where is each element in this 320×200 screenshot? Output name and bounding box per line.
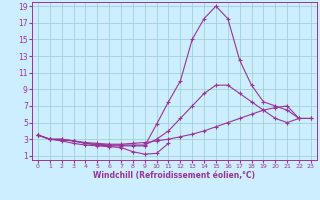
X-axis label: Windchill (Refroidissement éolien,°C): Windchill (Refroidissement éolien,°C) [93,171,255,180]
